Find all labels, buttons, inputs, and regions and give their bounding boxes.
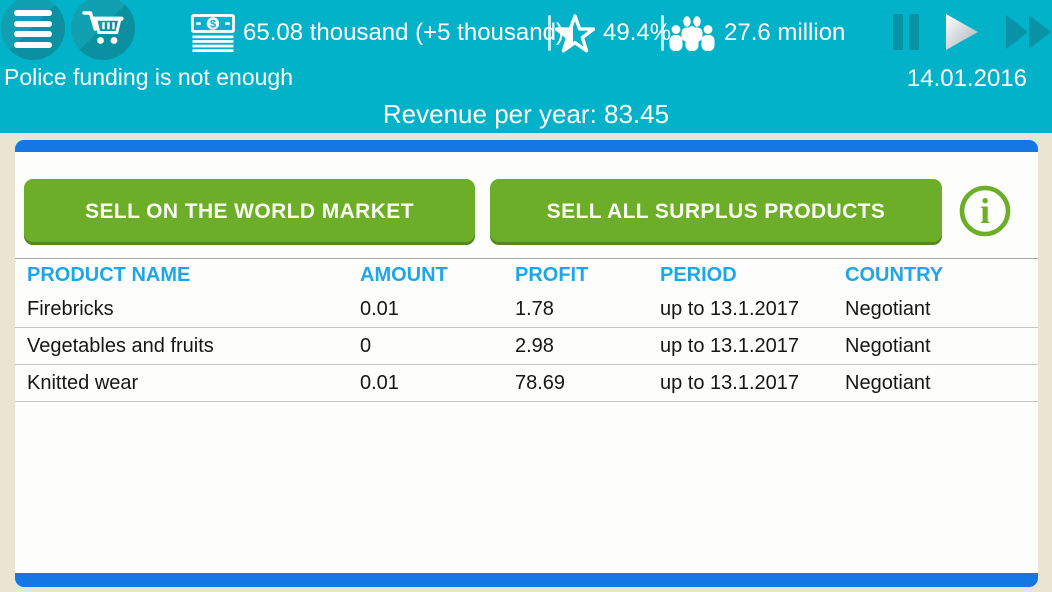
stat-divider	[548, 15, 551, 51]
col-period: PERIOD	[660, 263, 737, 286]
play-button[interactable]	[946, 14, 978, 50]
svg-text:i: i	[980, 191, 990, 231]
time-controls	[893, 14, 1052, 50]
table-row: Knitted wear 0.01 78.69 up to 13.1.2017 …	[15, 365, 1038, 402]
population-value: 27.6 million	[724, 19, 846, 46]
shopping-cart-icon	[82, 11, 124, 44]
panel-body: SELL ON THE WORLD MARKET SELL ALL SURPLU…	[15, 152, 1038, 573]
product-profit: 1.78	[515, 297, 554, 320]
product-country: Negotiant	[845, 371, 931, 394]
info-icon: i	[959, 185, 1011, 237]
rating-stat: 49.4%	[555, 13, 671, 53]
panel-bottom-bar	[15, 573, 1038, 587]
product-name: Knitted wear	[27, 371, 139, 394]
col-country: COUNTRY	[845, 263, 944, 286]
col-amount: AMOUNT	[360, 263, 448, 286]
market-button[interactable]	[71, 0, 135, 60]
product-amount: 0.01	[360, 371, 399, 394]
game-date: 14.01.2016	[906, 65, 1027, 92]
product-profit: 2.98	[515, 334, 554, 357]
money-icon: $	[191, 14, 235, 52]
population-stat: 27.6 million	[668, 13, 845, 53]
table-header-row: PRODUCT NAME AMOUNT PROFIT PERIOD COUNTR…	[15, 259, 1038, 291]
product-country: Negotiant	[845, 297, 931, 320]
product-country: Negotiant	[845, 334, 931, 357]
rating-value: 49.4%	[603, 19, 672, 46]
product-name: Firebricks	[27, 297, 114, 320]
sell-world-market-button[interactable]: SELL ON THE WORLD MARKET	[24, 179, 475, 245]
product-period: up to 13.1.2017	[660, 334, 800, 357]
sell-surplus-button[interactable]: SELL ALL SURPLUS PRODUCTS	[490, 179, 942, 245]
top-bar: $ 65.08 thousand (+5 thousand) 49.4%	[0, 0, 1052, 133]
table-row: Firebricks 0.01 1.78 up to 13.1.2017 Neg…	[15, 291, 1038, 328]
product-name: Vegetables and fruits	[27, 334, 214, 357]
fast-forward-icon	[1006, 15, 1051, 49]
table-row: Vegetables and fruits 0 2.98 up to 13.1.…	[15, 328, 1038, 365]
hamburger-icon	[14, 10, 52, 48]
revenue-per-year: Revenue per year: 83.45	[382, 99, 670, 129]
col-product-name: PRODUCT NAME	[27, 263, 191, 286]
money-value: 65.08 thousand (+5 thousand)	[243, 19, 564, 46]
product-period: up to 13.1.2017	[660, 297, 800, 320]
pause-icon	[893, 14, 903, 50]
stat-divider	[661, 15, 664, 51]
product-amount: 0	[360, 334, 372, 357]
money-stat: $ 65.08 thousand (+5 thousand)	[191, 13, 564, 53]
market-panel: SELL ON THE WORLD MARKET SELL ALL SURPLU…	[15, 140, 1038, 587]
pause-button[interactable]	[893, 14, 919, 50]
product-profit: 78.69	[515, 371, 566, 394]
people-icon	[669, 15, 715, 51]
product-amount: 0.01	[360, 297, 399, 320]
star-icon	[555, 14, 595, 53]
alert-message: Police funding is not enough	[4, 64, 293, 90]
col-profit: PROFIT	[515, 263, 589, 286]
menu-button[interactable]	[1, 0, 65, 60]
info-button[interactable]: i	[958, 184, 1012, 238]
pause-icon	[909, 14, 919, 50]
svg-text:$: $	[210, 18, 216, 30]
product-period: up to 13.1.2017	[660, 371, 800, 394]
panel-top-bar	[15, 140, 1038, 152]
fast-forward-button[interactable]	[1005, 14, 1052, 50]
products-table: PRODUCT NAME AMOUNT PROFIT PERIOD COUNTR…	[15, 258, 1038, 402]
play-icon	[946, 14, 978, 50]
